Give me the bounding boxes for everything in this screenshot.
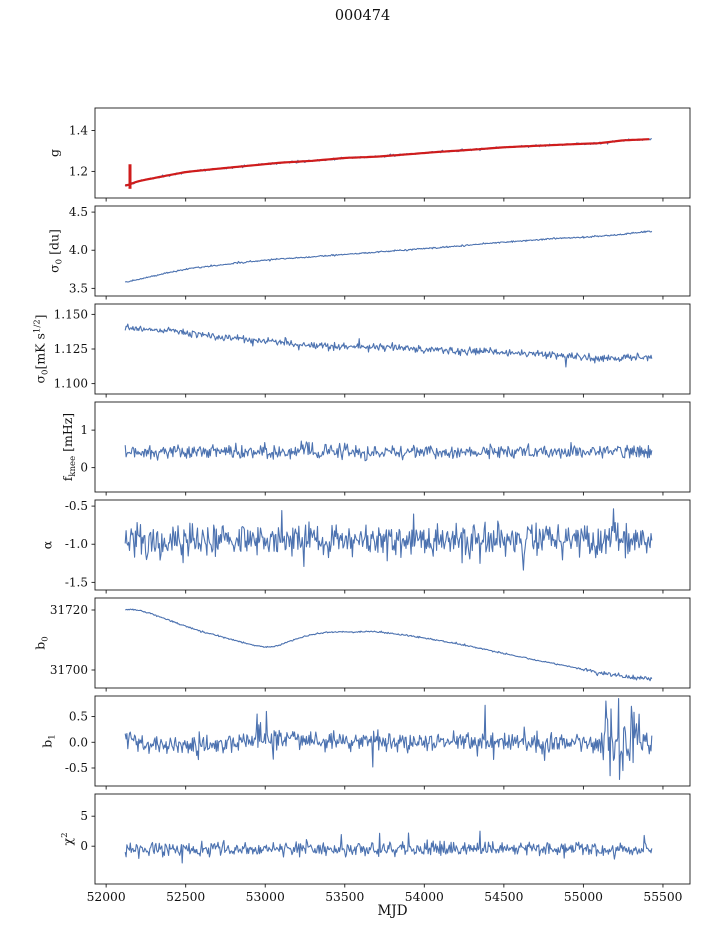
data-series-line: [124, 323, 653, 368]
y-tick-label: 1.100: [54, 377, 88, 391]
x-tick-label: 53500: [325, 890, 364, 904]
y-tick-label: 4.0: [69, 243, 88, 257]
panel-g: 1.2 1.4 g: [46, 107, 691, 202]
y-tick-label: 0.5: [69, 710, 88, 724]
y-tick-label: 0: [80, 839, 88, 853]
y-axis-label: σ0 [du]: [46, 229, 64, 273]
x-tick-label: 54000: [405, 890, 444, 904]
data-series-line: [124, 830, 653, 864]
y-tick-label: 1.150: [54, 307, 88, 321]
axes-box: [94, 597, 691, 689]
x-axis-title: MJD: [377, 903, 408, 919]
x-tick-label: 54500: [484, 890, 523, 904]
y-tick-label: 1.2: [69, 164, 88, 178]
y-tick-label: 0: [80, 461, 88, 475]
axes-box: [94, 499, 691, 591]
x-tick-label: 53000: [246, 890, 285, 904]
panel-b1: -0.5 0.0 0.5 b1: [39, 695, 691, 790]
axes-box: [94, 793, 691, 885]
y-axis-label: α: [39, 540, 54, 549]
data-series-line: [125, 608, 653, 682]
panel-chi2: 0 5 52000 52500 53000 53500 54000 54500 55000 555…: [60, 793, 691, 904]
x-tick-label: 52500: [166, 890, 205, 904]
x-tick-label: 52000: [87, 890, 126, 904]
x-tick-label: 55500: [643, 890, 682, 904]
y-tick-label: -1.0: [65, 537, 88, 551]
y-tick-label: 4.5: [69, 205, 88, 219]
data-series-line: [124, 508, 653, 571]
axes-box: [94, 205, 691, 297]
y-axis-label: σ0[mK s1/2]: [33, 314, 51, 383]
data-series-line: [124, 230, 653, 283]
y-axis-label: fknee [mHz]: [60, 413, 78, 481]
y-tick-label: 3.5: [69, 281, 88, 295]
y-tick-label: 31700: [50, 663, 88, 677]
y-tick-label: -0.5: [65, 761, 88, 775]
y-tick-label: 1.4: [69, 124, 88, 138]
data-series-line: [124, 440, 653, 462]
panel-b0: 31700 31720 b0: [33, 597, 691, 692]
y-tick-label: 1: [80, 423, 88, 437]
y-axis-label: χ2: [60, 833, 75, 846]
panel-alpha: -1.5 -1.0 -0.5 α: [39, 499, 691, 594]
panel-sigma0_du: 3.5 4.0 4.5 σ0 [du]: [46, 205, 691, 300]
axes-box: [94, 695, 691, 787]
data-series-line: [124, 138, 652, 187]
fit-line: [124, 138, 650, 187]
y-axis-label: b0: [33, 636, 51, 649]
y-tick-label: -0.5: [65, 499, 88, 513]
y-tick-label: -1.5: [65, 575, 88, 589]
y-tick-label: 0.0: [69, 735, 88, 749]
x-tick-label: 55000: [564, 890, 603, 904]
y-tick-label: 31720: [50, 603, 88, 617]
axes-box: [94, 401, 691, 493]
y-axis-label: g: [46, 149, 61, 157]
figure-title: 000474: [334, 8, 391, 24]
data-series-line: [124, 698, 653, 781]
axes-box: [94, 107, 691, 199]
y-axis-label: b1: [39, 734, 57, 747]
y-tick-label: 5: [80, 809, 88, 823]
y-tick-label: 1.125: [54, 342, 88, 356]
